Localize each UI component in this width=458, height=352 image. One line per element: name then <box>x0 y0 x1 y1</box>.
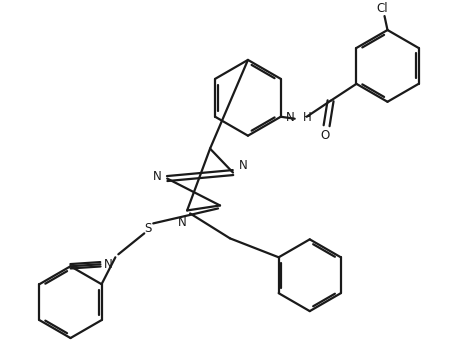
Text: N: N <box>153 170 162 183</box>
Text: Cl: Cl <box>376 2 388 14</box>
Text: N: N <box>239 159 247 172</box>
Text: O: O <box>320 129 329 142</box>
Text: S: S <box>145 222 152 235</box>
Text: N: N <box>286 111 294 124</box>
Text: N: N <box>104 258 113 271</box>
Text: H: H <box>303 111 311 124</box>
Text: N: N <box>178 216 186 229</box>
